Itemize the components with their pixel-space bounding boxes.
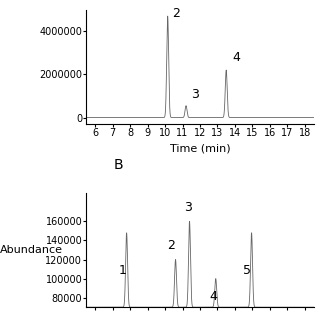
- Text: Abundance: Abundance: [0, 245, 63, 255]
- Text: 4: 4: [209, 290, 217, 303]
- Text: B: B: [114, 158, 123, 172]
- Text: 2: 2: [172, 7, 180, 20]
- Text: 1: 1: [118, 264, 126, 277]
- X-axis label: Time (min): Time (min): [170, 144, 230, 154]
- Text: 2: 2: [167, 239, 175, 252]
- Text: 4: 4: [232, 51, 240, 64]
- Text: 5: 5: [243, 264, 251, 277]
- Text: 3: 3: [191, 88, 199, 101]
- Text: 3: 3: [184, 201, 192, 214]
